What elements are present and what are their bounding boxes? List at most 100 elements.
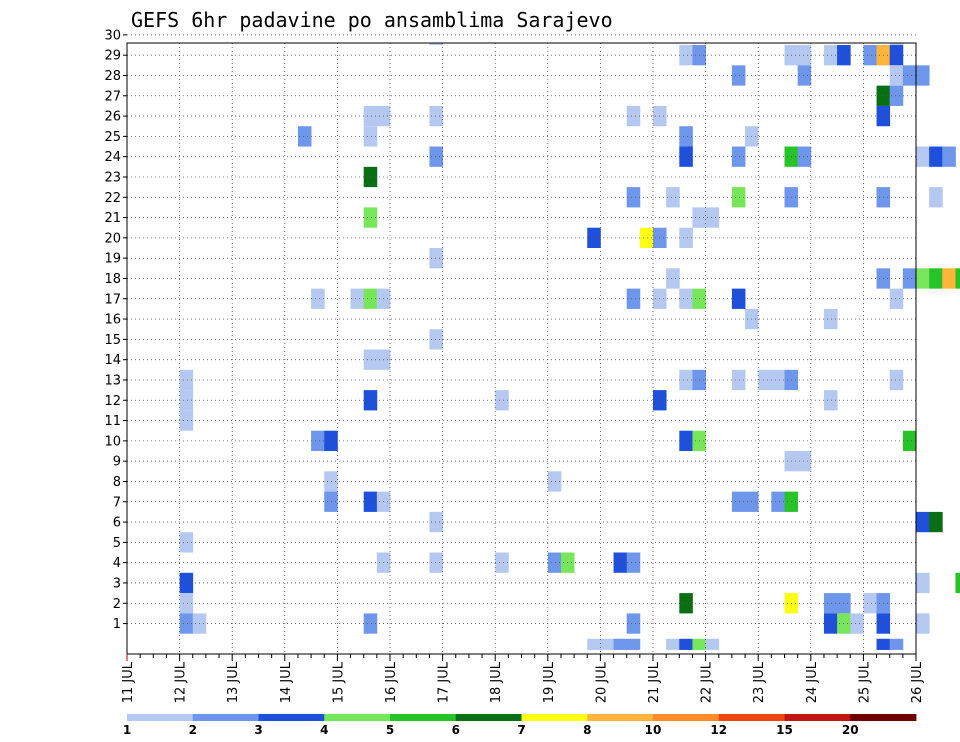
y-tick-label: 21 xyxy=(104,211,121,226)
precip-cell xyxy=(889,638,904,650)
precip-cell xyxy=(679,45,693,66)
precip-cell xyxy=(863,593,877,614)
y-tick-label: 14 xyxy=(104,353,121,368)
precip-cell xyxy=(929,187,943,208)
colorbar-label: 15 xyxy=(776,723,793,737)
precip-cell xyxy=(626,105,641,127)
precip-cell xyxy=(823,45,838,66)
precip-cell xyxy=(179,532,194,553)
precip-cell xyxy=(679,146,693,167)
precip-cell xyxy=(363,105,378,127)
precip-cell xyxy=(679,126,693,147)
precip-cell xyxy=(889,288,904,309)
precip-cell xyxy=(179,369,194,391)
y-tick-label: 11 xyxy=(104,414,121,429)
y-tick-label: 12 xyxy=(104,394,121,409)
precip-cell xyxy=(179,613,194,634)
heatmap-cells xyxy=(179,43,960,650)
precip-cell xyxy=(363,613,378,634)
x-axis-ticks: 11 JUL 12 JUL 13 JUL 14 JUL 15 JUL 16 JUL 17 J… xyxy=(121,654,925,703)
precip-cell xyxy=(889,369,904,391)
precip-cell xyxy=(179,410,194,431)
precip-cell xyxy=(929,146,943,167)
precip-cell xyxy=(179,390,194,411)
precip-cell xyxy=(363,390,378,411)
precip-cell xyxy=(731,65,746,86)
precip-cell xyxy=(942,146,956,167)
precip-cell xyxy=(587,227,601,249)
colorbar-swatch xyxy=(653,714,720,721)
y-tick-label: 10 xyxy=(104,434,121,449)
colorbar-label: 4 xyxy=(320,723,328,737)
y-tick-label: 7 xyxy=(113,495,121,510)
precip-cell xyxy=(823,308,838,330)
y-axis-ticks: 1234567891011121314151617181920212223242… xyxy=(104,28,127,632)
precip-cell xyxy=(679,638,693,650)
precip-cell xyxy=(955,572,960,594)
precip-cell xyxy=(916,146,930,167)
precip-cell xyxy=(666,187,680,208)
x-tick-label: 16 JUL xyxy=(384,661,399,703)
precip-cell xyxy=(902,65,917,86)
precip-cell xyxy=(429,329,443,350)
colorbar-label: 10 xyxy=(645,723,662,737)
precip-cell xyxy=(916,65,930,86)
precip-cell xyxy=(823,593,838,614)
y-tick-label: 8 xyxy=(113,475,121,490)
colorbar-label: 3 xyxy=(254,723,262,737)
x-tick-label: 11 JUL xyxy=(121,661,136,703)
precip-cell xyxy=(429,105,443,127)
precip-cell xyxy=(363,126,378,147)
y-tick-label: 15 xyxy=(104,333,121,348)
precip-cell xyxy=(823,613,838,634)
y-tick-label: 5 xyxy=(113,536,121,551)
precip-cell xyxy=(916,572,930,594)
precip-cell xyxy=(889,65,904,86)
precip-cell xyxy=(547,471,562,492)
precip-cell xyxy=(613,552,628,573)
precip-cell xyxy=(797,65,812,86)
precip-cell xyxy=(363,207,378,228)
colorbar-label: 6 xyxy=(452,723,460,737)
x-tick-label: 23 JUL xyxy=(752,661,767,703)
colorbar-label: 12 xyxy=(710,723,727,737)
colorbar-swatch xyxy=(455,714,522,721)
precip-cell xyxy=(626,638,641,650)
colorbar-swatch xyxy=(784,714,851,721)
precip-cell xyxy=(679,288,693,309)
chart-title: GEFS 6hr padavine po ansamblima Sarajevo xyxy=(131,8,613,32)
colorbar-label: 5 xyxy=(386,723,394,737)
plot-frame xyxy=(126,42,917,655)
colorbar-swatch xyxy=(324,714,391,721)
y-tick-label: 30 xyxy=(104,28,121,43)
precip-cell xyxy=(758,369,772,391)
precip-cell xyxy=(666,638,680,650)
colorbar-swatch xyxy=(192,714,259,721)
colorbar-label: 20 xyxy=(842,723,859,737)
precip-cell xyxy=(666,268,680,289)
precip-cell xyxy=(363,349,378,370)
x-tick-label: 17 JUL xyxy=(437,661,452,703)
precip-cell xyxy=(626,187,641,208)
precip-cell xyxy=(363,166,378,188)
precip-cell xyxy=(363,288,378,309)
precip-cell xyxy=(731,187,746,208)
precip-cell xyxy=(613,638,628,650)
y-tick-label: 6 xyxy=(113,516,121,531)
x-tick-label: 14 JUL xyxy=(279,661,294,703)
precip-cell xyxy=(429,43,443,46)
precip-cell xyxy=(626,552,641,573)
x-tick-label: 25 JUL xyxy=(857,661,872,703)
precip-cell xyxy=(495,390,509,411)
precip-cell xyxy=(679,593,693,614)
precip-cell xyxy=(679,430,693,452)
y-tick-label: 17 xyxy=(104,292,121,307)
precip-cell xyxy=(179,572,194,594)
y-tick-label: 24 xyxy=(104,150,121,165)
precip-cell xyxy=(311,430,325,452)
x-tick-label: 18 JUL xyxy=(489,661,504,703)
precip-cell xyxy=(705,207,720,228)
precip-cell xyxy=(679,227,693,249)
precip-cell xyxy=(916,613,930,634)
